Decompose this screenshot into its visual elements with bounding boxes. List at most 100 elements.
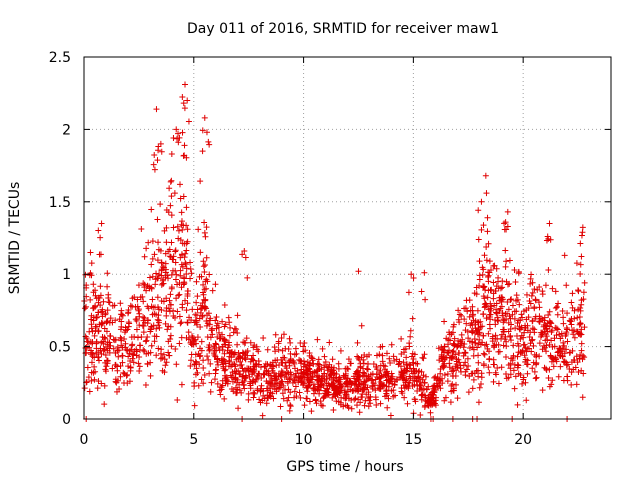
data-point [107, 315, 114, 322]
data-point [206, 370, 213, 377]
data-point [321, 364, 328, 371]
data-point [259, 412, 266, 419]
data-point [348, 405, 355, 412]
data-point [148, 206, 155, 213]
data-point [373, 364, 380, 371]
data-point [292, 383, 299, 390]
data-point [372, 376, 379, 383]
data-point [276, 362, 283, 369]
data-point [226, 353, 233, 360]
data-point [325, 389, 332, 396]
data-point [448, 382, 455, 389]
data-point [560, 377, 567, 384]
data-point [447, 337, 454, 344]
data-point [418, 288, 425, 295]
data-point [85, 339, 92, 346]
data-point [373, 352, 380, 359]
data-point [578, 301, 585, 308]
data-point [224, 380, 231, 387]
data-point [444, 378, 451, 385]
data-point [363, 391, 370, 398]
data-point [532, 296, 539, 303]
data-point [192, 358, 199, 365]
data-point [387, 412, 394, 419]
data-point [363, 353, 370, 360]
data-point [104, 270, 111, 277]
data-point [219, 346, 226, 353]
data-point [360, 381, 367, 388]
data-point [469, 385, 476, 392]
data-point [465, 363, 472, 370]
data-point [422, 296, 429, 303]
data-point [364, 361, 371, 368]
data-point [155, 312, 162, 319]
data-point [241, 385, 248, 392]
data-point [141, 253, 148, 260]
data-point [480, 350, 487, 357]
data-point [406, 340, 413, 347]
data-point [411, 381, 418, 388]
data-point [315, 373, 322, 380]
data-point [140, 280, 147, 287]
data-point [503, 258, 510, 265]
data-point [206, 141, 213, 148]
data-point [560, 320, 567, 327]
data-point [271, 373, 278, 380]
data-point [450, 348, 457, 355]
data-point [564, 373, 571, 380]
data-point [330, 407, 337, 414]
data-point [120, 369, 127, 376]
data-point [575, 368, 582, 375]
data-point [581, 279, 588, 286]
data-point [241, 375, 248, 382]
data-point [168, 212, 175, 219]
data-point [480, 332, 487, 339]
data-point [93, 345, 100, 352]
data-point [291, 388, 298, 395]
data-point [96, 251, 103, 258]
data-point [147, 325, 154, 332]
data-point [323, 380, 330, 387]
data-point [580, 289, 587, 296]
data-point [123, 346, 130, 353]
data-point [579, 394, 586, 401]
data-point [577, 271, 584, 278]
data-point [303, 395, 310, 402]
data-point [578, 232, 585, 239]
data-point [168, 271, 175, 278]
data-point [120, 380, 127, 387]
data-point [485, 278, 492, 285]
data-point [88, 359, 95, 366]
data-point [130, 352, 137, 359]
data-point [112, 317, 119, 324]
data-point [97, 292, 104, 299]
data-point [201, 219, 208, 226]
data-point [323, 373, 330, 380]
data-point [516, 325, 523, 332]
data-point [431, 384, 438, 391]
data-point [481, 295, 488, 302]
data-point [503, 375, 510, 382]
data-point [234, 312, 241, 319]
data-point [513, 308, 520, 315]
data-point [499, 284, 506, 291]
data-point [478, 198, 485, 205]
data-point [531, 286, 538, 293]
data-point [322, 390, 329, 397]
data-point [142, 381, 149, 388]
data-point [142, 338, 149, 345]
data-point [475, 340, 482, 347]
data-point [140, 314, 147, 321]
data-point [499, 278, 506, 285]
data-point [546, 366, 553, 373]
data-point [578, 331, 585, 338]
data-point [536, 304, 543, 311]
data-point [97, 283, 104, 290]
data-point [97, 234, 104, 241]
data-point [458, 312, 465, 319]
data-point [571, 315, 578, 322]
data-point [147, 372, 154, 379]
data-point [440, 364, 447, 371]
data-point [491, 302, 498, 309]
data-point [244, 274, 251, 281]
